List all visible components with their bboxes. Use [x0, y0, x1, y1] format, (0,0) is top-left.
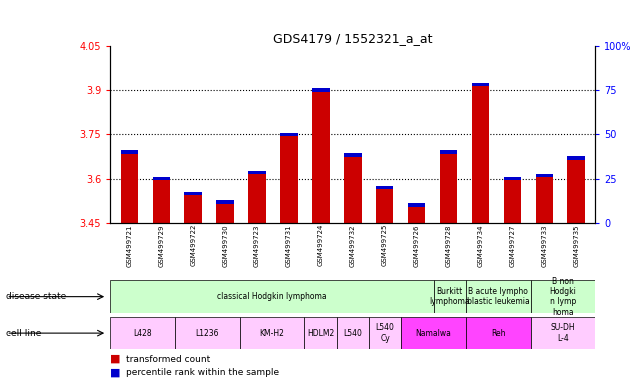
Text: HDLM2: HDLM2	[307, 329, 334, 338]
Bar	[536, 174, 553, 177]
Bar	[376, 185, 394, 189]
Text: Namalwa: Namalwa	[416, 329, 452, 338]
Text: transformed count: transformed count	[126, 354, 210, 364]
Text: KM-H2: KM-H2	[260, 329, 284, 338]
Text: B acute lympho
blastic leukemia: B acute lympho blastic leukemia	[467, 287, 530, 306]
Bar	[536, 175, 553, 223]
Bar	[312, 90, 329, 223]
Bar	[248, 171, 266, 174]
Bar	[248, 173, 266, 223]
Bar	[376, 187, 394, 223]
Bar	[503, 177, 521, 180]
Text: L1236: L1236	[195, 329, 219, 338]
Bar	[152, 177, 170, 180]
Bar	[120, 150, 138, 154]
Bar	[568, 158, 585, 223]
Text: cell line: cell line	[6, 329, 42, 338]
Bar	[440, 152, 457, 223]
Text: Burkitt
lymphoma: Burkitt lymphoma	[430, 287, 470, 306]
Bar	[216, 202, 234, 223]
Text: ■: ■	[110, 367, 121, 377]
Text: disease state: disease state	[6, 292, 67, 301]
Text: percentile rank within the sample: percentile rank within the sample	[126, 368, 279, 377]
Bar	[312, 88, 329, 92]
Text: Reh: Reh	[491, 329, 506, 338]
Bar	[369, 317, 401, 349]
Text: classical Hodgkin lymphoma: classical Hodgkin lymphoma	[217, 292, 327, 301]
Text: L540
Cy: L540 Cy	[375, 323, 394, 343]
Bar	[408, 205, 425, 223]
Bar	[304, 317, 336, 349]
Bar	[568, 156, 585, 160]
Bar	[280, 134, 298, 223]
Bar	[466, 280, 530, 313]
Text: L540: L540	[343, 329, 362, 338]
Title: GDS4179 / 1552321_a_at: GDS4179 / 1552321_a_at	[273, 32, 433, 45]
Bar	[530, 317, 595, 349]
Bar	[503, 179, 521, 223]
Bar	[440, 150, 457, 154]
Bar	[472, 84, 490, 223]
Text: SU-DH
L-4: SU-DH L-4	[551, 323, 575, 343]
Bar	[175, 317, 239, 349]
Bar	[185, 193, 202, 223]
Bar	[216, 200, 234, 204]
Bar	[336, 317, 369, 349]
Bar	[185, 192, 202, 195]
Bar	[120, 152, 138, 223]
Bar	[152, 179, 170, 223]
Bar	[110, 317, 175, 349]
Bar	[401, 317, 466, 349]
Bar	[433, 280, 466, 313]
Bar	[408, 203, 425, 207]
Text: L428: L428	[134, 329, 152, 338]
Text: ■: ■	[110, 354, 121, 364]
Bar	[344, 155, 362, 223]
Text: B non
Hodgki
n lymp
homa: B non Hodgki n lymp homa	[549, 276, 576, 317]
Bar	[110, 280, 433, 313]
Bar	[344, 153, 362, 157]
Bar	[466, 317, 530, 349]
Bar	[530, 280, 595, 313]
Bar	[280, 132, 298, 136]
Bar	[239, 317, 304, 349]
Bar	[472, 83, 490, 86]
